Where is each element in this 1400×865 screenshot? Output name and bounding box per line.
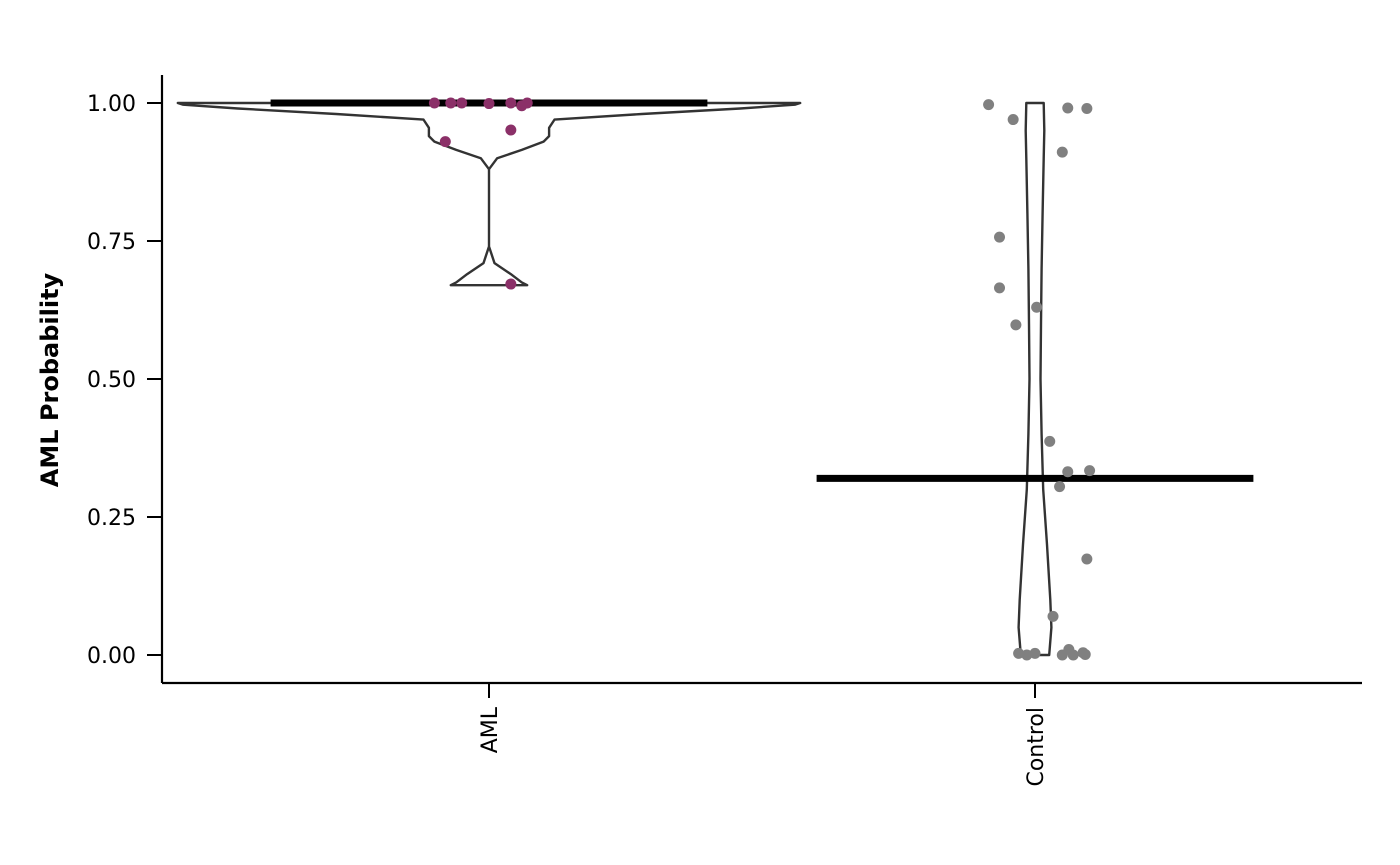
data-point-control [983, 99, 995, 111]
data-point-control [1010, 319, 1022, 331]
data-point-aml [505, 124, 517, 136]
data-point-aml [456, 97, 468, 109]
y-tick-label: 0.50 [87, 368, 136, 393]
data-point-control [1067, 649, 1079, 661]
data-point-control [1081, 103, 1093, 115]
data-point-aml [505, 278, 517, 290]
data-point-control [994, 282, 1006, 294]
y-tick-label: 0.00 [87, 644, 136, 669]
data-point-control [1062, 102, 1074, 114]
data-point-aml [521, 97, 533, 109]
data-point-control [1044, 435, 1056, 447]
data-point-aml [445, 97, 457, 109]
data-point-control [994, 231, 1006, 243]
data-point-aml [439, 136, 451, 148]
x-tick-label-control: Control [1024, 707, 1049, 787]
data-point-control [1054, 481, 1066, 493]
data-point-control [1079, 648, 1091, 660]
data-point-control [1021, 649, 1033, 661]
data-point-aml [483, 98, 495, 110]
x-tick-label-aml: AML [478, 706, 503, 753]
data-point-aml [505, 97, 517, 109]
y-tick-label: 1.00 [87, 92, 136, 117]
data-point-control [1084, 465, 1096, 477]
y-axis-title: AML Probability [36, 272, 64, 487]
y-tick-label: 0.25 [87, 506, 136, 531]
data-point-control [1081, 553, 1093, 565]
data-point-control [1031, 301, 1043, 313]
data-point-control [1007, 114, 1019, 126]
data-point-aml [428, 97, 440, 109]
y-tick-label: 0.75 [87, 230, 136, 255]
violin-control [1017, 101, 1053, 657]
axes: 0.00 0.25 0.50 0.75 1.00 AML Control [87, 75, 1362, 787]
plot-area [176, 97, 1254, 661]
data-point-control [1056, 146, 1068, 158]
violin-aml [176, 101, 802, 287]
data-point-control [1047, 610, 1059, 622]
data-point-control [1029, 647, 1041, 659]
data-point-control [1062, 466, 1074, 478]
data-point-control [1013, 647, 1025, 659]
